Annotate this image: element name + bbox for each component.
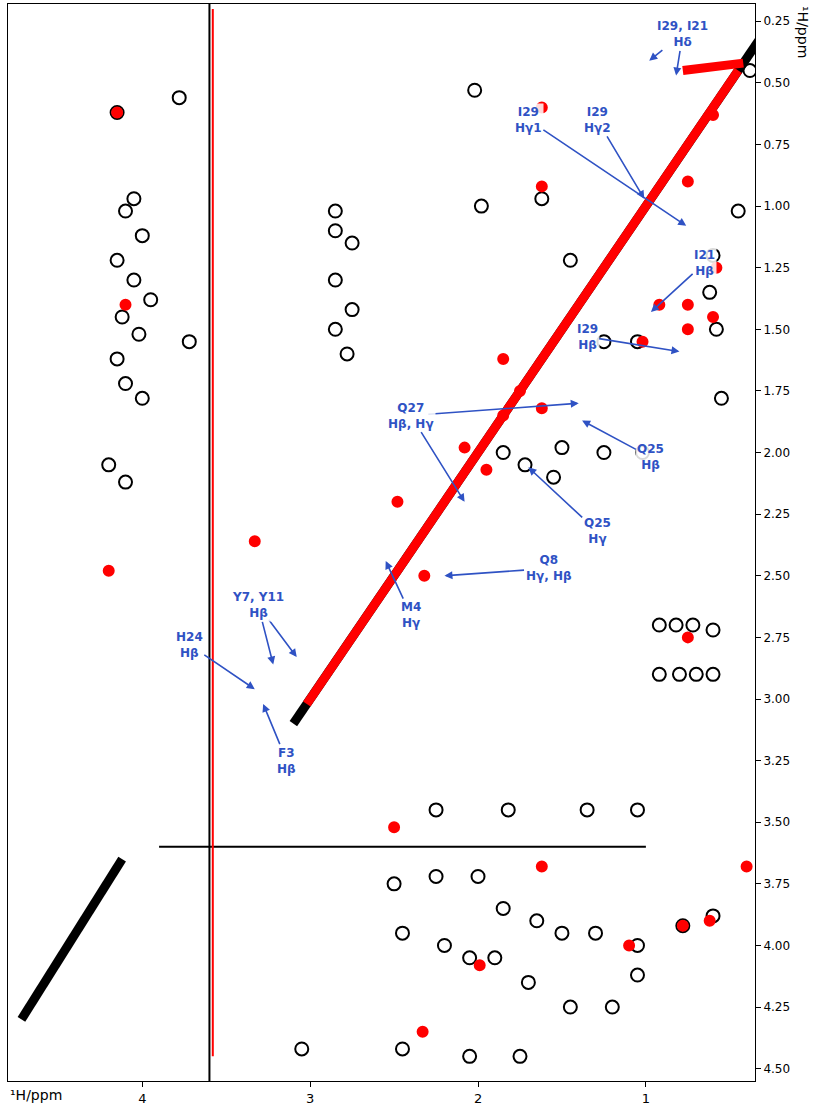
svg-text:3.00: 3.00 — [763, 692, 790, 706]
svg-text:I29, I21Hδ: I29, I21Hδ — [657, 19, 708, 49]
svg-text:H24Hβ: H24Hβ — [176, 630, 203, 660]
svg-text:3: 3 — [306, 1091, 314, 1106]
svg-text:4.50: 4.50 — [763, 1062, 790, 1076]
svg-text:1.50: 1.50 — [763, 323, 790, 337]
svg-text:3.25: 3.25 — [763, 754, 790, 768]
svg-text:I29Hβ: I29Hβ — [577, 322, 598, 352]
svg-text:¹H/ppm: ¹H/ppm — [795, 6, 811, 58]
svg-text:2.25: 2.25 — [763, 507, 790, 521]
svg-text:Y7, Y11Hβ: Y7, Y11Hβ — [232, 590, 284, 620]
svg-text:Q27Hβ, Hγ: Q27Hβ, Hγ — [388, 401, 434, 431]
svg-text:I21Hβ: I21Hβ — [694, 248, 715, 278]
svg-text:4.00: 4.00 — [763, 939, 790, 953]
svg-text:F3Hβ: F3Hβ — [277, 746, 296, 776]
svg-text:3.75: 3.75 — [763, 877, 790, 891]
svg-text:1: 1 — [642, 1091, 650, 1106]
svg-text:4.25: 4.25 — [763, 1000, 790, 1014]
svg-text:0.25: 0.25 — [763, 14, 790, 28]
svg-text:1.75: 1.75 — [763, 384, 790, 398]
svg-text:Q25Hγ: Q25Hγ — [584, 516, 611, 546]
svg-text:2.00: 2.00 — [763, 446, 790, 460]
svg-text:I29Hγ1: I29Hγ1 — [515, 105, 542, 135]
svg-text:¹H/ppm: ¹H/ppm — [10, 1087, 62, 1103]
svg-text:0.75: 0.75 — [763, 138, 790, 152]
svg-text:2: 2 — [474, 1091, 482, 1106]
svg-text:1.00: 1.00 — [763, 199, 790, 213]
svg-text:I29Hγ2: I29Hγ2 — [584, 105, 611, 135]
svg-text:0.50: 0.50 — [763, 76, 790, 90]
svg-text:4: 4 — [138, 1091, 146, 1106]
svg-text:Q8Hγ, Hβ: Q8Hγ, Hβ — [526, 553, 572, 583]
svg-text:M4Hγ: M4Hγ — [401, 600, 421, 630]
svg-text:2.50: 2.50 — [763, 569, 790, 583]
svg-text:Q25Hβ: Q25Hβ — [637, 442, 664, 472]
svg-text:2.75: 2.75 — [763, 631, 790, 645]
svg-text:1.25: 1.25 — [763, 261, 790, 275]
svg-text:3.50: 3.50 — [763, 815, 790, 829]
